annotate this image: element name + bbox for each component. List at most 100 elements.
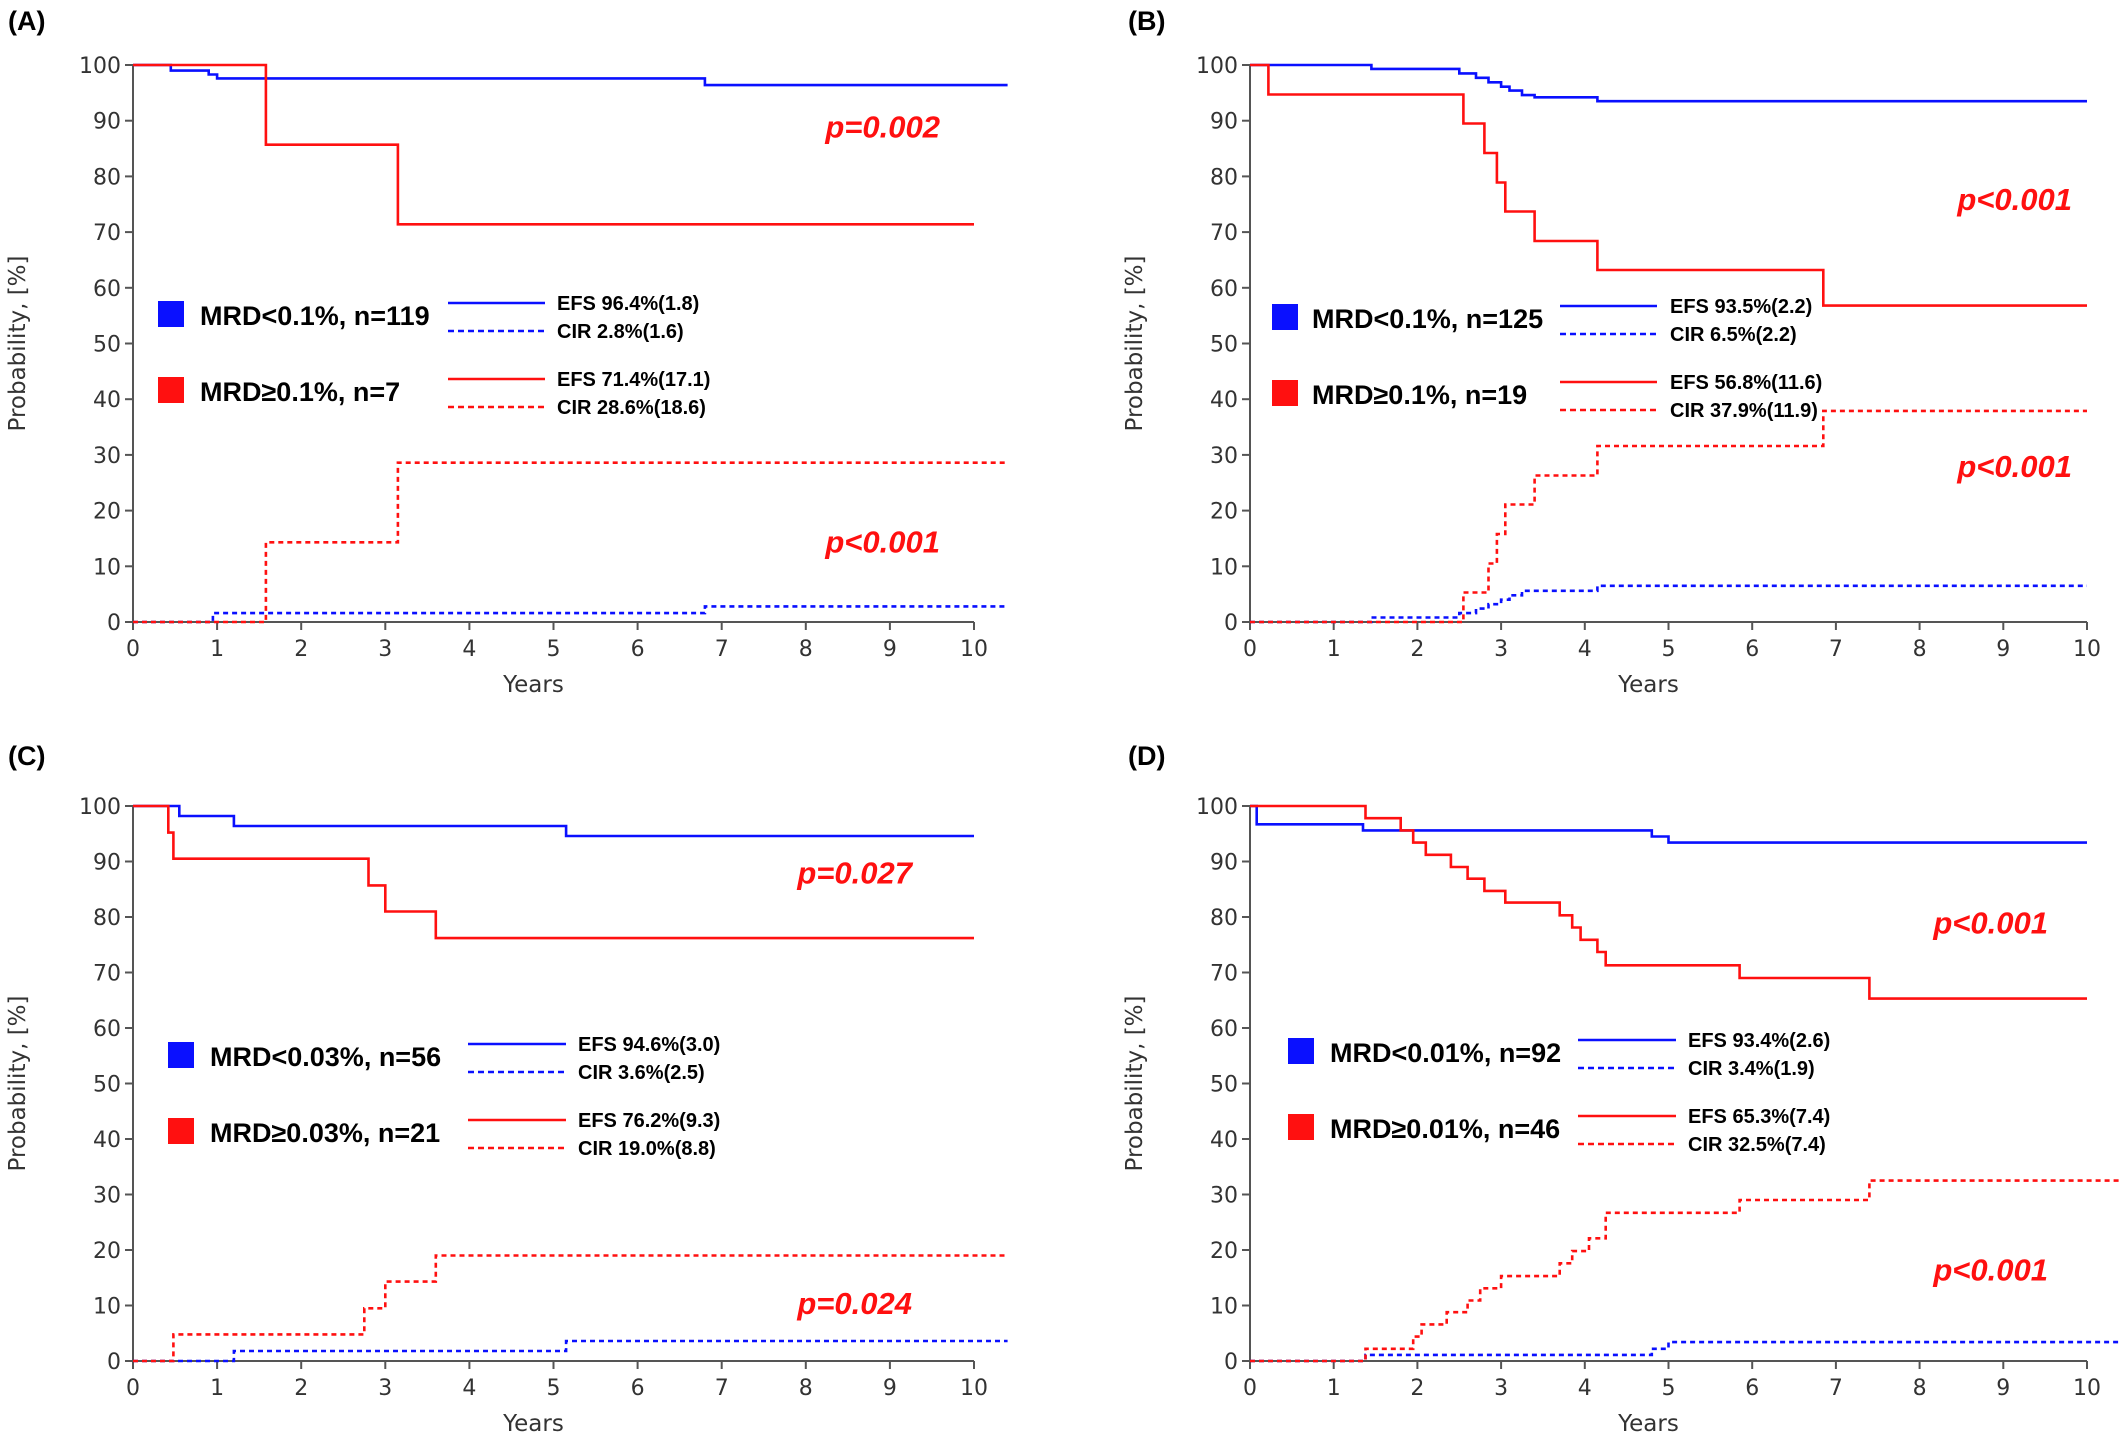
series-line-efs-0 xyxy=(1250,63,2087,103)
p-value: p<0.001 xyxy=(1932,906,2048,941)
x-tick-label: 9 xyxy=(1996,637,2010,662)
x-tick-label: 2 xyxy=(294,1376,308,1401)
y-tick-label: 50 xyxy=(93,1073,121,1098)
x-tick-label: 6 xyxy=(1745,637,1759,662)
series-line-cir-2 xyxy=(133,605,1008,624)
legend-swatch xyxy=(168,1042,194,1068)
legend-cir-label: CIR 6.5%(2.2) xyxy=(1670,324,1797,346)
y-tick-label: 20 xyxy=(93,1239,121,1264)
y-tick-label: 80 xyxy=(93,906,121,931)
x-tick-label: 5 xyxy=(547,637,561,662)
series-line-efs-1 xyxy=(133,63,974,226)
y-tick-label: 10 xyxy=(1210,1295,1238,1320)
y-tick-label: 40 xyxy=(93,1128,121,1153)
p-value: p=0.002 xyxy=(824,109,940,144)
legend-cir-label: CIR 32.5%(7.4) xyxy=(1688,1134,1826,1156)
y-tick-label: 100 xyxy=(79,54,121,79)
panel-label: (D) xyxy=(1128,741,1165,771)
legend-swatch xyxy=(1288,1114,1314,1140)
y-tick-label: 60 xyxy=(93,1017,121,1042)
x-tick-label: 7 xyxy=(1829,637,1843,662)
y-tick-label: 10 xyxy=(1210,555,1238,580)
y-tick-label: 90 xyxy=(1210,110,1238,135)
y-tick-label: 20 xyxy=(93,500,121,525)
x-tick-label: 0 xyxy=(1243,1376,1257,1401)
x-tick-label: 4 xyxy=(462,1376,476,1401)
y-tick-label: 50 xyxy=(1210,333,1238,358)
series-line-efs-0 xyxy=(133,804,974,838)
series-line-cir-3 xyxy=(133,1254,1008,1363)
x-tick-label: 3 xyxy=(1494,1376,1508,1401)
x-tick-label: 5 xyxy=(547,1376,561,1401)
x-tick-label: 1 xyxy=(210,637,224,662)
y-tick-label: 80 xyxy=(1210,165,1238,190)
x-axis-title: Years xyxy=(502,1411,564,1437)
y-tick-label: 20 xyxy=(1210,1239,1238,1264)
chart-panel: (C) 0 10 20 30 40 50 60 70 80 90 100 0 1 2 3 4 5 6 7 8 9 10 Yea… xyxy=(5,741,1008,1437)
x-tick-label: 8 xyxy=(799,1376,813,1401)
y-tick-label: 70 xyxy=(93,962,121,987)
series-line-cir-3 xyxy=(1250,409,2087,624)
legend-group-label: MRD≥0.1%, n=19 xyxy=(1312,380,1527,410)
y-tick-label: 80 xyxy=(1210,906,1238,931)
legend-cir-label: CIR 2.8%(1.6) xyxy=(557,321,684,343)
x-tick-label: 9 xyxy=(883,637,897,662)
p-value: p<0.001 xyxy=(824,524,940,559)
x-tick-label: 10 xyxy=(2073,1376,2101,1401)
x-tick-label: 8 xyxy=(1913,1376,1927,1401)
legend-swatch xyxy=(168,1118,194,1144)
y-tick-label: 90 xyxy=(93,110,121,135)
x-tick-label: 3 xyxy=(378,1376,392,1401)
x-tick-label: 10 xyxy=(2073,637,2101,662)
legend-swatch xyxy=(158,377,184,403)
y-tick-label: 50 xyxy=(1210,1073,1238,1098)
x-tick-label: 1 xyxy=(210,1376,224,1401)
y-tick-label: 40 xyxy=(93,388,121,413)
legend-cir-label: CIR 3.6%(2.5) xyxy=(578,1062,705,1084)
y-tick-label: 50 xyxy=(93,333,121,358)
p-value: p<0.001 xyxy=(1932,1253,2048,1288)
y-tick-label: 90 xyxy=(93,851,121,876)
x-tick-label: 9 xyxy=(883,1376,897,1401)
y-tick-label: 30 xyxy=(93,1184,121,1209)
p-value: p<0.001 xyxy=(1956,449,2072,484)
x-tick-label: 10 xyxy=(960,1376,988,1401)
series-line-cir-2 xyxy=(1250,1340,2121,1363)
chart-panel: (B) 0 10 20 30 40 50 60 70 80 90 100 0 1 2 3 4 5 6 7 8 9 10 Yea… xyxy=(1122,6,2101,698)
x-tick-label: 6 xyxy=(631,637,645,662)
y-axis-title: Probability, [%] xyxy=(5,255,31,431)
legend-efs-label: EFS 93.4%(2.6) xyxy=(1688,1030,1830,1052)
x-tick-label: 10 xyxy=(960,637,988,662)
panel-label: (B) xyxy=(1128,6,1165,36)
p-value: p=0.027 xyxy=(796,856,913,891)
x-tick-label: 4 xyxy=(1578,1376,1592,1401)
x-tick-label: 0 xyxy=(1243,637,1257,662)
p-value: p<0.001 xyxy=(1956,182,2072,217)
y-tick-label: 40 xyxy=(1210,388,1238,413)
legend-group-label: MRD<0.1%, n=119 xyxy=(200,301,430,331)
x-tick-label: 8 xyxy=(799,637,813,662)
y-tick-label: 80 xyxy=(93,165,121,190)
y-tick-label: 0 xyxy=(107,611,121,636)
legend-efs-label: EFS 71.4%(17.1) xyxy=(557,369,710,391)
series-line-efs-1 xyxy=(133,804,974,940)
y-tick-label: 100 xyxy=(1196,54,1238,79)
legend-cir-label: CIR 28.6%(18.6) xyxy=(557,397,706,419)
x-tick-label: 7 xyxy=(715,637,729,662)
x-tick-label: 2 xyxy=(294,637,308,662)
x-tick-label: 8 xyxy=(1913,637,1927,662)
series-line-cir-3 xyxy=(1250,1179,2121,1363)
legend-efs-label: EFS 56.8%(11.6) xyxy=(1670,372,1822,394)
y-tick-label: 90 xyxy=(1210,851,1238,876)
x-tick-label: 4 xyxy=(1578,637,1592,662)
legend-swatch xyxy=(1288,1038,1314,1064)
legend-group-label: MRD≥0.1%, n=7 xyxy=(200,377,400,407)
legend-group-label: MRD<0.01%, n=92 xyxy=(1330,1038,1561,1068)
series-line-efs-1 xyxy=(1250,63,2087,307)
x-tick-label: 3 xyxy=(378,637,392,662)
y-tick-label: 0 xyxy=(1224,1350,1238,1375)
x-tick-label: 6 xyxy=(631,1376,645,1401)
y-tick-label: 60 xyxy=(93,277,121,302)
x-tick-label: 1 xyxy=(1327,637,1341,662)
y-tick-label: 70 xyxy=(1210,221,1238,246)
